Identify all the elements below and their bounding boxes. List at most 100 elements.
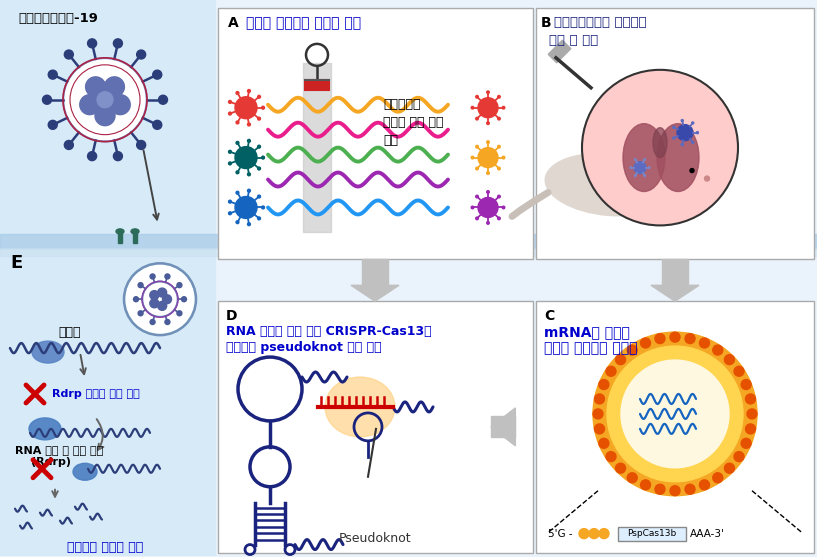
Circle shape — [746, 424, 756, 434]
Text: 코로나 바이러스 변이체 표적: 코로나 바이러스 변이체 표적 — [246, 16, 361, 30]
Text: 유전자 가위기술 모식도: 유전자 가위기술 모식도 — [544, 341, 637, 355]
Circle shape — [150, 274, 155, 279]
Circle shape — [229, 150, 231, 153]
Circle shape — [635, 175, 636, 177]
Circle shape — [502, 206, 505, 209]
Text: 5'G -: 5'G - — [548, 529, 573, 539]
Circle shape — [97, 92, 113, 108]
Circle shape — [690, 169, 694, 173]
Circle shape — [150, 299, 158, 308]
Circle shape — [621, 360, 729, 468]
Bar — [618, 526, 686, 541]
Circle shape — [138, 311, 143, 316]
Circle shape — [86, 77, 105, 97]
Circle shape — [677, 125, 693, 140]
Circle shape — [627, 345, 637, 355]
Circle shape — [634, 162, 646, 174]
Circle shape — [257, 145, 261, 148]
Circle shape — [475, 145, 478, 148]
Circle shape — [685, 484, 695, 494]
Circle shape — [734, 452, 744, 462]
Circle shape — [87, 39, 96, 48]
Circle shape — [133, 297, 139, 302]
Circle shape — [692, 141, 694, 143]
Circle shape — [124, 263, 196, 335]
Ellipse shape — [131, 229, 139, 234]
Circle shape — [261, 106, 265, 109]
Circle shape — [177, 282, 182, 287]
Circle shape — [747, 409, 757, 419]
Text: 비강 내 투여: 비강 내 투여 — [549, 34, 599, 47]
Circle shape — [593, 332, 757, 496]
Circle shape — [248, 173, 250, 176]
Circle shape — [696, 131, 699, 134]
Circle shape — [641, 480, 650, 490]
Circle shape — [498, 145, 500, 148]
Circle shape — [105, 77, 124, 97]
Circle shape — [487, 122, 489, 124]
Circle shape — [582, 70, 738, 226]
Circle shape — [595, 424, 605, 434]
Circle shape — [599, 379, 609, 389]
Circle shape — [487, 172, 489, 174]
Circle shape — [87, 152, 96, 160]
Bar — [548, 40, 571, 63]
Circle shape — [257, 167, 261, 170]
Circle shape — [690, 140, 714, 164]
Circle shape — [153, 70, 162, 79]
Text: Pseudoknot: Pseudoknot — [339, 531, 411, 545]
Circle shape — [635, 159, 636, 160]
Circle shape — [235, 97, 257, 119]
Text: mRNA로 제작된: mRNA로 제작된 — [544, 325, 630, 339]
Circle shape — [165, 274, 170, 279]
Circle shape — [136, 50, 145, 59]
Text: AAA-3': AAA-3' — [690, 529, 725, 539]
Circle shape — [627, 473, 637, 483]
Circle shape — [478, 148, 498, 168]
Bar — [0, 0, 215, 555]
Circle shape — [699, 338, 709, 348]
Circle shape — [236, 141, 239, 144]
Text: (Rdrp): (Rdrp) — [31, 457, 71, 467]
Circle shape — [181, 297, 186, 302]
Circle shape — [114, 39, 123, 48]
Circle shape — [487, 141, 489, 143]
Text: 바이러스 유전체 분해: 바이러스 유전체 분해 — [67, 541, 143, 554]
Circle shape — [607, 346, 743, 482]
Circle shape — [126, 265, 194, 333]
Circle shape — [746, 394, 756, 404]
Circle shape — [672, 126, 675, 128]
Circle shape — [150, 320, 155, 325]
Ellipse shape — [325, 377, 395, 437]
Text: C: C — [544, 309, 554, 323]
Bar — [133, 231, 137, 243]
Bar — [218, 301, 533, 553]
Bar — [0, 234, 817, 248]
Circle shape — [655, 334, 665, 344]
Bar — [536, 8, 814, 260]
Circle shape — [681, 120, 683, 121]
Circle shape — [114, 152, 123, 160]
Bar — [491, 417, 516, 437]
Circle shape — [475, 196, 478, 198]
Circle shape — [725, 355, 734, 365]
Ellipse shape — [73, 463, 97, 480]
Circle shape — [615, 463, 626, 473]
Circle shape — [236, 171, 239, 174]
Circle shape — [487, 91, 489, 94]
Circle shape — [502, 106, 505, 109]
Circle shape — [502, 157, 505, 159]
Circle shape — [257, 117, 261, 120]
Bar — [536, 301, 814, 553]
Circle shape — [248, 139, 250, 142]
Circle shape — [498, 217, 500, 219]
Circle shape — [42, 95, 51, 104]
Circle shape — [236, 221, 239, 223]
Circle shape — [725, 463, 734, 473]
Polygon shape — [651, 285, 699, 301]
Circle shape — [236, 121, 239, 124]
Circle shape — [487, 222, 489, 224]
Circle shape — [144, 284, 176, 315]
Circle shape — [158, 95, 167, 104]
Circle shape — [475, 118, 478, 120]
